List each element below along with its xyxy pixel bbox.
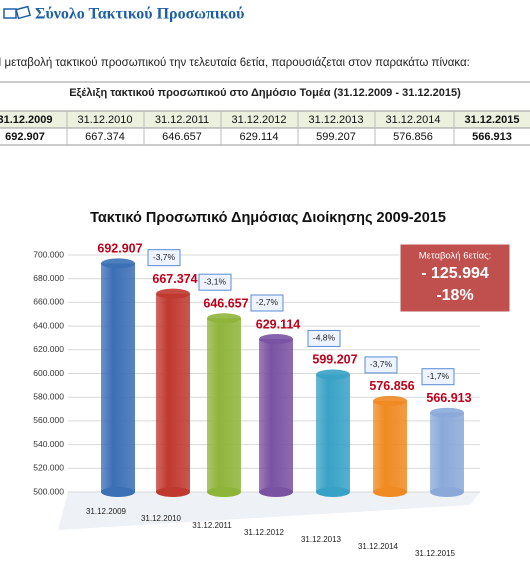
bar-top xyxy=(156,288,190,299)
chart-title: Τακτικό Προσωπικό Δημόσιας Διοίκησης 200… xyxy=(90,210,446,226)
bar-top xyxy=(373,395,407,406)
x-tick-label: 31.12.2009 xyxy=(86,507,127,516)
change-box xyxy=(198,273,232,291)
summary-label: Μεταβολή 6ετίας: xyxy=(419,251,492,262)
value-label: 566.913 xyxy=(426,391,471,405)
intro: Η μεταβολή τακτικού προσωπικού την τελευ… xyxy=(0,57,470,69)
value-label: 629.114 xyxy=(256,317,301,331)
table-header-cell: 31.12.2013 xyxy=(308,114,363,126)
y-tick-label: 500.000 xyxy=(33,486,64,496)
value-label: 576.856 xyxy=(369,379,414,393)
y-tick-label: 600.000 xyxy=(33,368,64,378)
x-tick-label: 31.12.2011 xyxy=(192,521,232,530)
table-cell: 576.856 xyxy=(393,131,433,143)
value-label: 692.907 xyxy=(97,242,142,256)
summary-box xyxy=(399,243,511,313)
change-label: -3,7% xyxy=(370,359,393,369)
chart: 500.000 520.000 540.000 560.000 580.000 600.0… xyxy=(33,242,480,558)
icon xyxy=(3,5,32,20)
title: Σύνολο Τακτικού Προσωπικού xyxy=(35,6,244,23)
value-label: 646.657 xyxy=(203,297,248,311)
table-cell: 566.913 xyxy=(472,131,512,143)
table-header-cell: 31.12.2009 xyxy=(0,114,53,126)
change-label: -2,7% xyxy=(256,297,279,307)
y-tick-label: 520.000 xyxy=(33,463,64,473)
change-box xyxy=(250,294,284,312)
bar xyxy=(373,400,407,492)
change-label: -4,8% xyxy=(313,333,336,343)
table: 31.12.2009 31.12.2010 31.12.2011 31.12.2012… xyxy=(0,111,520,145)
table-header-cell: 31.12.2014 xyxy=(385,114,440,126)
y-tick-label: 560.000 xyxy=(33,415,64,425)
x-tick-label: 31.12.2015 xyxy=(415,549,456,558)
bar-top xyxy=(430,407,464,418)
y-tick-label: 540.000 xyxy=(33,439,64,449)
bar xyxy=(156,293,190,492)
bar-top xyxy=(101,258,135,269)
table-title: Εξέλιξη τακτικού προσωπικού στο Δημόσιο … xyxy=(69,87,461,99)
change-label: -3,1% xyxy=(204,276,227,286)
change-box xyxy=(364,356,398,374)
table-cell: 667.374 xyxy=(85,131,125,143)
x-tick-label: 31.12.2014 xyxy=(358,542,399,551)
table-cell: 629.114 xyxy=(240,131,279,143)
bar xyxy=(259,338,293,492)
bar-top xyxy=(316,369,350,380)
change-label: -3,7% xyxy=(153,252,176,262)
bar xyxy=(430,412,464,492)
y-tick-label: 620.000 xyxy=(33,344,64,354)
table-cell: 692.907 xyxy=(5,131,45,143)
summary-percent: -18% xyxy=(436,287,473,304)
bar-top xyxy=(207,313,241,324)
table-cell: 646.657 xyxy=(162,131,202,143)
y-tick-label: 640.000 xyxy=(33,320,64,330)
table-header-cell: 31.12.2015 xyxy=(464,114,519,126)
table-header-cell: 31.12.2011 xyxy=(155,114,209,126)
floor xyxy=(58,492,480,530)
table-cell: 599.207 xyxy=(316,131,356,143)
x-tick-label: 31.12.2010 xyxy=(141,514,182,523)
x-tick-label: 31.12.2013 xyxy=(301,535,342,544)
table-header-cell: 31.12.2012 xyxy=(231,114,286,126)
value-label: 667.374 xyxy=(152,272,197,286)
change-box xyxy=(421,368,455,386)
y-tick-label: 580.000 xyxy=(33,391,64,401)
bar xyxy=(207,318,241,492)
bar xyxy=(316,374,350,492)
summary-amount: - 125.994 xyxy=(421,265,489,282)
y-tick-label: 680.000 xyxy=(33,273,64,283)
table-header-cell: 31.12.2010 xyxy=(77,114,132,126)
value-label: 599.207 xyxy=(312,353,357,367)
change-box xyxy=(307,329,341,347)
header-row-bg xyxy=(0,111,530,128)
bar-top xyxy=(259,333,293,344)
change-label: -1,7% xyxy=(427,371,450,381)
change-box xyxy=(147,249,181,267)
bar xyxy=(101,263,135,492)
y-tick-label: 660.000 xyxy=(33,297,64,307)
y-tick-label: 700.000 xyxy=(33,249,64,259)
x-tick-label: 31.12.2012 xyxy=(244,528,285,537)
